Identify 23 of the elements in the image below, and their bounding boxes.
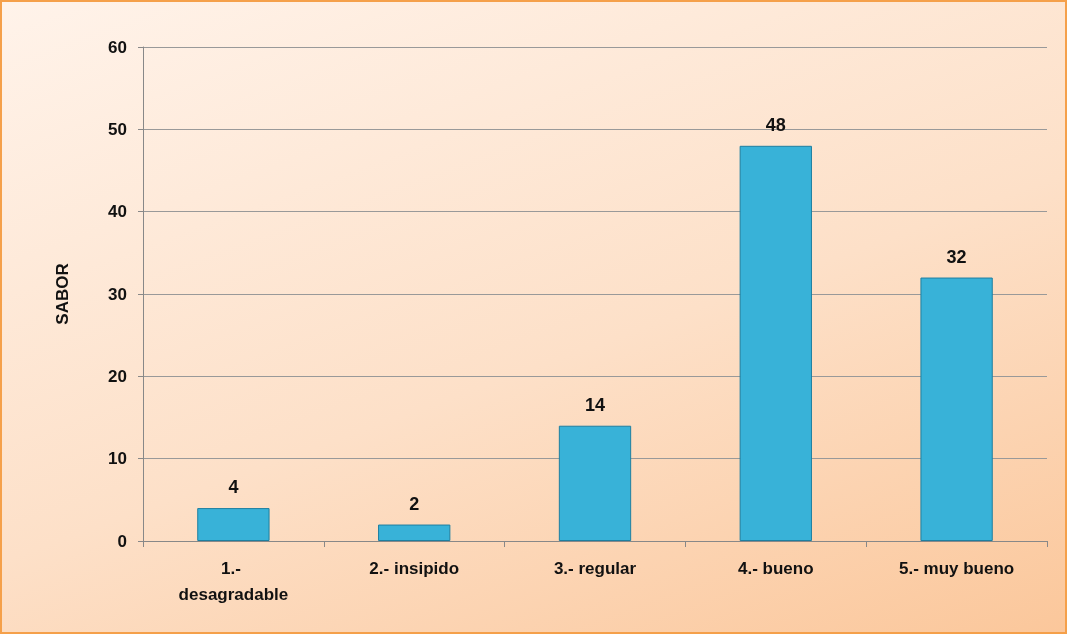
- y-tick-label: 60: [108, 37, 127, 57]
- data-label: 48: [765, 114, 786, 135]
- bar: [378, 524, 451, 541]
- y-tick-label: 10: [108, 449, 127, 469]
- y-tick-label: 50: [108, 119, 127, 139]
- x-tick-label: 2.- insipido: [369, 558, 460, 578]
- data-label: 14: [584, 394, 606, 415]
- y-tick-label: 0: [117, 531, 127, 551]
- x-tick-label: 1.- desagradable: [178, 558, 289, 604]
- bar: [197, 508, 270, 541]
- x-tick-label: 4.- bueno: [738, 558, 814, 578]
- bar: [739, 145, 812, 541]
- x-tick-label: 3.- regular: [553, 558, 637, 578]
- y-tick-label: 40: [108, 202, 127, 222]
- data-label: 2: [409, 493, 420, 514]
- x-tick-label: 5.- muy bueno: [898, 558, 1015, 578]
- bar: [558, 425, 632, 541]
- y-tick-label: 20: [108, 366, 127, 386]
- y-tick-label: 30: [108, 284, 127, 304]
- data-label: 4: [228, 477, 239, 498]
- data-label: 32: [946, 246, 967, 267]
- y-axis-title: SABOR: [53, 263, 72, 325]
- bar: [920, 277, 993, 541]
